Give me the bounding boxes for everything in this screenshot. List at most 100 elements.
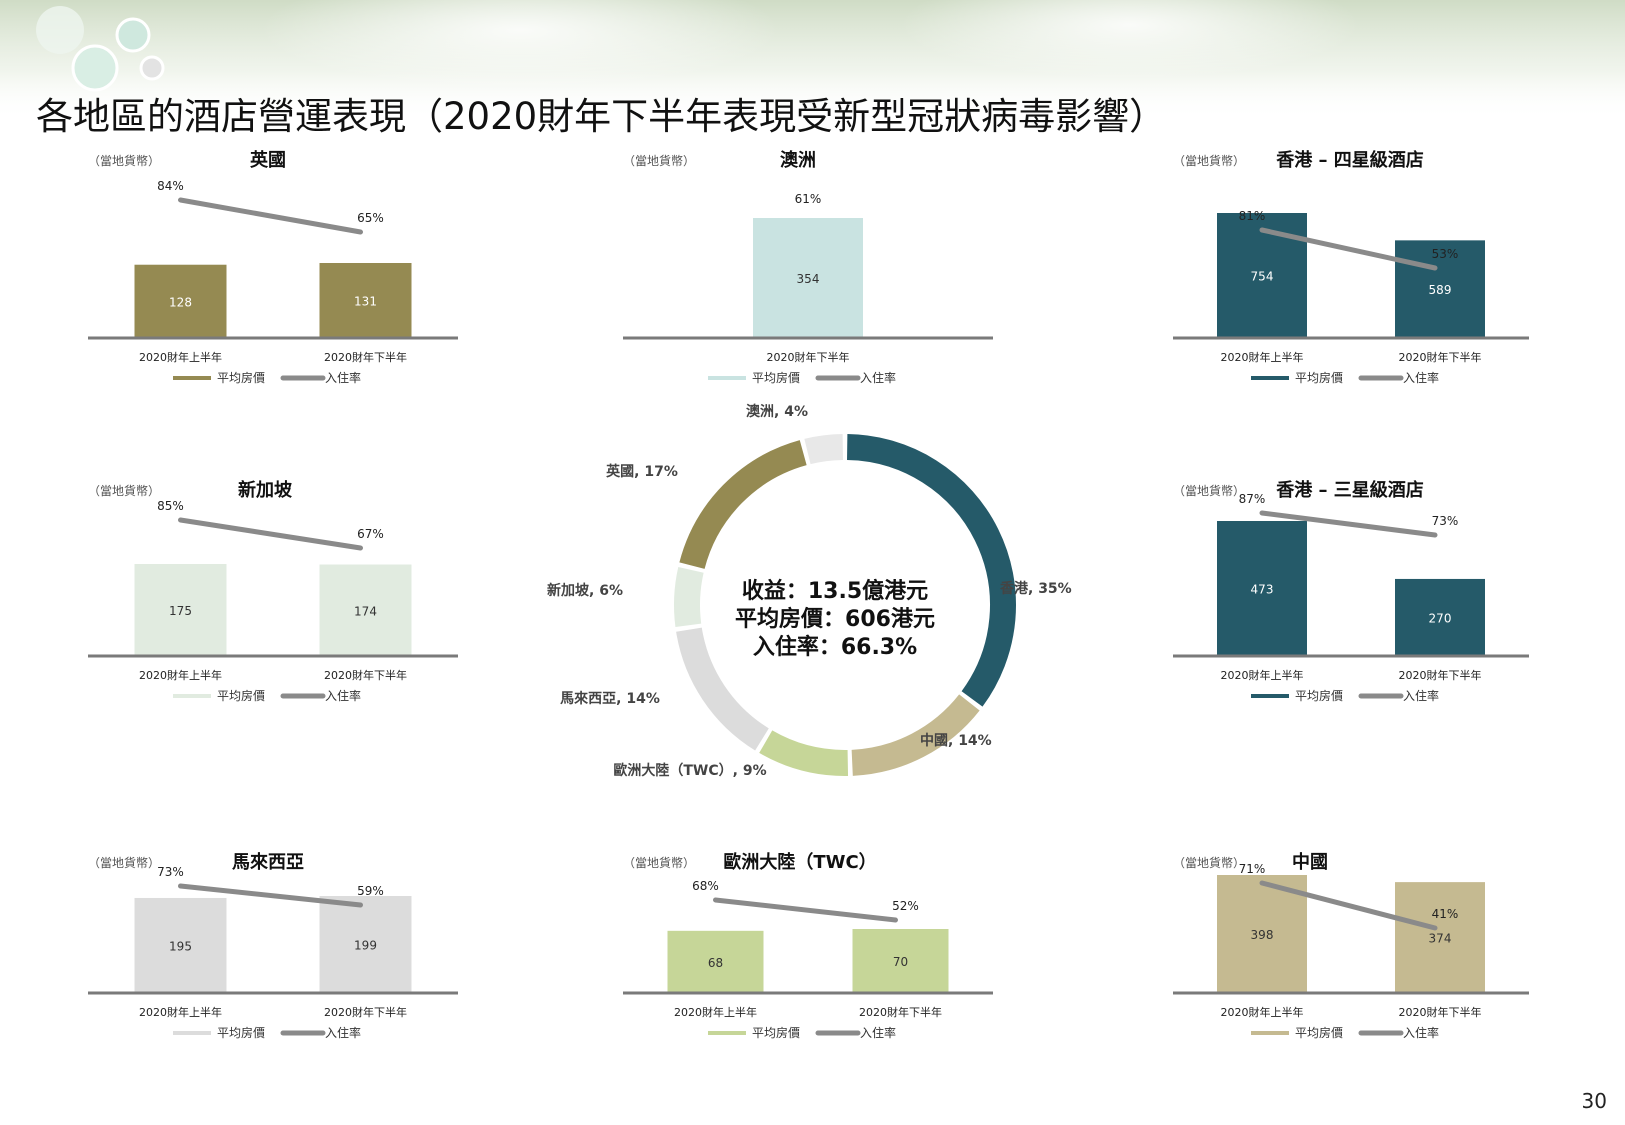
occupancy-label: 71% (1239, 862, 1266, 876)
bar-hk4-0 (1217, 213, 1307, 338)
bar-uk-0 (134, 264, 227, 338)
chart-title: 澳洲 (780, 149, 816, 171)
chart-title: 新加坡 (238, 479, 293, 501)
bar-value-label: 473 (1251, 583, 1274, 597)
occupancy-label: 52% (892, 899, 919, 913)
legend-label-occupancy: 入住率 (325, 688, 361, 703)
bar-hk4-1 (1395, 240, 1485, 338)
donut-center-occupancy: 入住率：66.3% (752, 635, 918, 660)
occupancy-line (1259, 880, 1438, 931)
category-label: 2020財年下半年 (324, 1005, 407, 1019)
occupancy-label: 65% (357, 211, 384, 225)
category-label: 2020財年上半年 (1221, 1005, 1304, 1019)
donut-slice-4 (674, 567, 704, 627)
currency-note: （當地貨幣） (88, 483, 160, 498)
decorative-circle-faint (36, 6, 84, 54)
bar-europe-0 (667, 930, 764, 993)
legend-label-occupancy: 入住率 (1403, 370, 1439, 385)
category-label: 2020財年下半年 (859, 1005, 942, 1019)
bar-hk3-1 (1395, 578, 1485, 656)
bar-value-label: 398 (1251, 928, 1274, 942)
chart-malaysia: （當地貨幣） 馬來西亞 195 2020財年上半年 199 2020財年下半年 73% 59%… (80, 850, 500, 1110)
bar-value-label: 754 (1251, 270, 1274, 284)
bar-singapore-1 (319, 564, 412, 656)
occupancy-label: 73% (1432, 514, 1459, 528)
donut-center-avg-rate: 平均房價：606港元 (735, 607, 935, 632)
legend-label-rate: 平均房價 (752, 1025, 800, 1040)
category-label: 2020財年上半年 (139, 668, 222, 682)
bar-value-label: 374 (1429, 932, 1452, 946)
bar-europe-1 (852, 929, 949, 993)
legend-label-occupancy: 入住率 (325, 370, 361, 385)
occupancy-label: 53% (1432, 247, 1459, 261)
occupancy-line (1259, 510, 1438, 538)
currency-note: （當地貨幣） (1173, 855, 1245, 870)
legend-label-rate: 平均房價 (1295, 1025, 1343, 1040)
category-label: 2020財年上半年 (1221, 350, 1304, 364)
decorative-circle-grey (139, 55, 165, 81)
legend-label-occupancy: 入住率 (860, 1025, 896, 1040)
chart-title: 中國 (1292, 851, 1328, 873)
currency-note: （當地貨幣） (88, 855, 160, 870)
donut-slice-label: 香港, 35% (999, 580, 1072, 597)
chart-title: 英國 (249, 149, 286, 171)
bar-value-label: 174 (354, 604, 377, 618)
donut-slice-label: 馬來西亞, 14% (560, 690, 660, 707)
occupancy-label: 41% (1432, 907, 1459, 921)
chart-hk-three-star: （當地貨幣） 香港 – 三星級酒店 473 2020財年上半年 270 2020財年下半年… (1165, 478, 1585, 738)
donut-slice-label: 歐洲大陸（TWC）, 9% (613, 762, 766, 779)
chart-hk-four-star: （當地貨幣） 香港 – 四星級酒店 754 2020財年上半年 589 2020財年下半年… (1165, 148, 1585, 408)
bar-china-1 (1395, 882, 1485, 993)
occupancy-line (178, 517, 363, 551)
donut-slice-label: 英國, 17% (605, 463, 678, 480)
chart-title: 馬來西亞 (232, 851, 304, 873)
category-label: 2020財年下半年 (767, 350, 850, 364)
donut-slice-label: 新加坡, 6% (547, 582, 623, 599)
donut-slice-0 (846, 434, 1016, 707)
legend-label-rate: 平均房價 (217, 1025, 265, 1040)
page-number: 30 (1581, 1089, 1607, 1113)
bar-value-label: 270 (1429, 611, 1452, 625)
donut-slice-1 (851, 694, 980, 776)
currency-note: （當地貨幣） (623, 855, 695, 870)
bar-value-label: 128 (169, 295, 192, 309)
bar-value-label: 195 (169, 939, 192, 953)
occupancy-label: 81% (1239, 209, 1266, 223)
bar-value-label: 175 (169, 604, 192, 618)
category-label: 2020財年上半年 (1221, 668, 1304, 682)
occupancy-line (178, 197, 363, 235)
decorative-banner (0, 0, 1625, 120)
legend-label-rate: 平均房價 (1295, 688, 1343, 703)
occupancy-label: 61% (795, 192, 822, 206)
category-label: 2020財年下半年 (1399, 668, 1482, 682)
chart-china: （當地貨幣） 中國 398 2020財年上半年 374 2020財年下半年 71% 41% 平均… (1165, 850, 1585, 1110)
category-label: 2020財年上半年 (139, 350, 222, 364)
legend-label-rate: 平均房價 (1295, 370, 1343, 385)
bar-singapore-0 (134, 564, 227, 656)
donut-slice-6 (804, 434, 844, 465)
occupancy-label: 67% (357, 527, 384, 541)
bar-malaysia-1 (319, 896, 412, 993)
chart-australia: （當地貨幣） 澳洲 354 2020財年下半年 61% 平均房價 入住率 (615, 148, 1035, 408)
chart-title: 香港 – 三星級酒店 (1275, 479, 1424, 501)
bar-china-0 (1217, 875, 1307, 993)
chart-title: 歐洲大陸（TWC） (723, 851, 876, 873)
category-label: 2020財年下半年 (324, 350, 407, 364)
occupancy-line (178, 883, 363, 908)
legend-label-occupancy: 入住率 (1403, 688, 1439, 703)
donut-slice-3 (676, 627, 770, 751)
legend-label-rate: 平均房價 (217, 688, 265, 703)
bar-hk3-0 (1217, 521, 1307, 656)
occupancy-label: 73% (157, 865, 184, 879)
donut-slice-2 (759, 730, 849, 776)
occupancy-label: 84% (157, 179, 184, 193)
chart-singapore: （當地貨幣） 新加坡 175 2020財年上半年 174 2020財年下半年 85% 67% 平… (80, 478, 500, 738)
bar-value-label: 68 (708, 956, 723, 970)
occupancy-line (713, 897, 898, 923)
chart-uk: （當地貨幣） 英國 128 2020財年上半年 131 2020財年下半年 84% 65% 平均… (80, 148, 500, 408)
category-label: 2020財年上半年 (139, 1005, 222, 1019)
page-title: 各地區的酒店營運表現（2020財年下半年表現受新型冠狀病毒影響） (36, 95, 1167, 138)
legend-label-rate: 平均房價 (217, 370, 265, 385)
bar-value-label: 70 (893, 955, 908, 969)
bar-value-label: 589 (1429, 283, 1452, 297)
